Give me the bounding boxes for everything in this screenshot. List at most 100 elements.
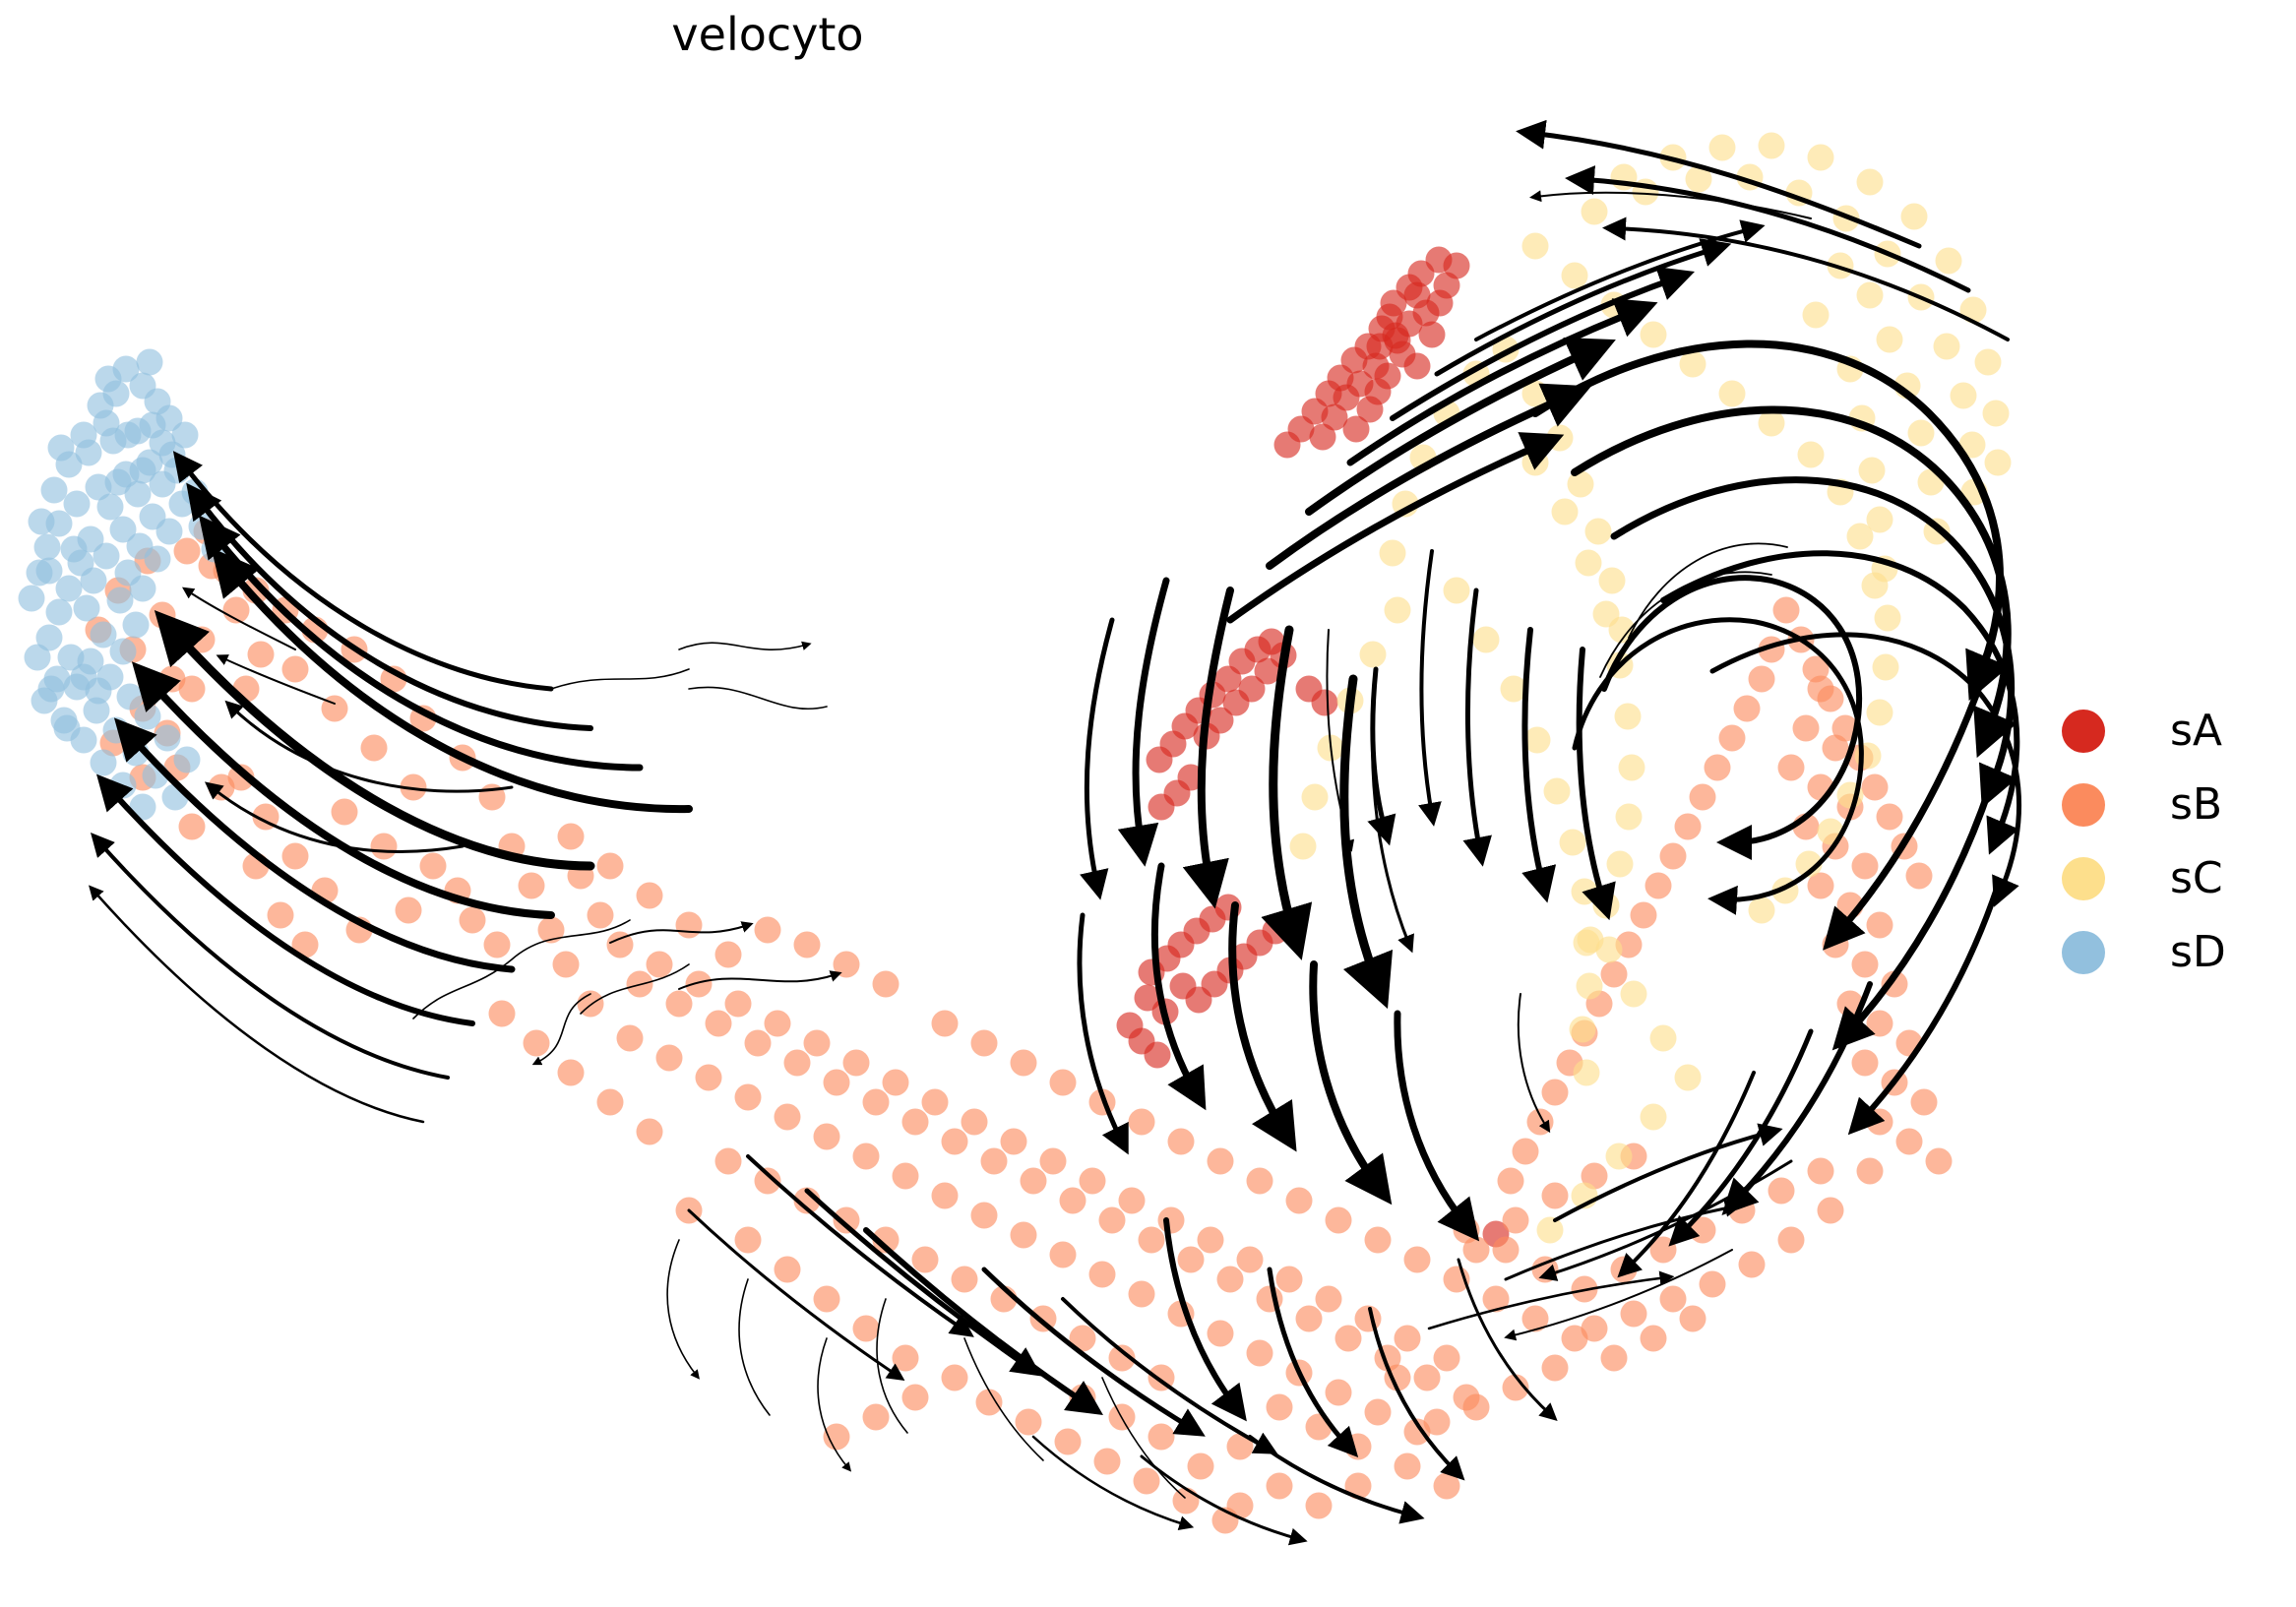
- scatter-point: [1958, 431, 1986, 459]
- scatter-point: [70, 421, 97, 449]
- scatter-point: [1605, 1143, 1633, 1170]
- scatter-point: [1831, 714, 1859, 742]
- scatter-point: [178, 675, 206, 703]
- scatter-point: [1364, 378, 1392, 405]
- scatter-point: [1950, 382, 1977, 409]
- scatter-point: [1851, 1049, 1879, 1077]
- scatter-point: [754, 1167, 781, 1195]
- scatter-point: [173, 746, 201, 773]
- scatter-point: [419, 852, 447, 880]
- scatter-point: [813, 1285, 840, 1313]
- scatter-point: [655, 1044, 683, 1072]
- scatter-point: [1851, 951, 1879, 978]
- scatter-point: [1614, 703, 1642, 730]
- scatter-point: [1561, 1325, 1588, 1352]
- legend-item-sd[interactable]: sD: [2062, 915, 2296, 989]
- scatter-point: [1674, 813, 1702, 840]
- scatter-point: [1266, 1393, 1293, 1421]
- legend-swatch-sc: [2062, 856, 2105, 900]
- scatter-point: [1856, 168, 1884, 196]
- scatter-point: [1207, 1147, 1234, 1175]
- scatter-point: [47, 434, 75, 462]
- scatter-point: [63, 490, 91, 518]
- scatter-point: [1039, 1147, 1067, 1175]
- scatter-point: [1905, 862, 1933, 890]
- scatter-point: [1309, 423, 1336, 451]
- scatter-point: [1685, 165, 1712, 193]
- scatter-point: [1910, 1088, 1938, 1116]
- scatter-point: [852, 1143, 880, 1170]
- scatter-point: [1098, 1206, 1126, 1234]
- scatter-point: [1146, 746, 1173, 773]
- scatter-point: [518, 872, 545, 899]
- scatter-point: [1266, 1472, 1293, 1500]
- scatter-point: [1238, 675, 1266, 703]
- scatter-point: [1649, 1024, 1677, 1052]
- scatter-point: [1403, 1418, 1431, 1446]
- streamlines-layer: [89, 119, 2021, 1546]
- scatter-point: [1403, 352, 1431, 380]
- scatter-point: [1866, 506, 1893, 533]
- scatter-point: [833, 1206, 860, 1234]
- scatter-point: [1748, 896, 1775, 924]
- scatter-point: [1157, 1206, 1185, 1234]
- legend-item-sa[interactable]: sA: [2062, 694, 2296, 768]
- scatter-point: [1541, 1079, 1569, 1106]
- scatter-point: [1413, 1364, 1441, 1391]
- scatter-point: [970, 1202, 998, 1229]
- scatter-series-sb: [85, 518, 1953, 1534]
- scatter-point: [45, 598, 73, 626]
- scatter-point: [754, 916, 781, 944]
- scatter-point: [1418, 321, 1446, 348]
- scatter-point: [1777, 754, 1805, 781]
- scatter-point: [134, 703, 161, 730]
- scatter-point: [931, 1182, 959, 1209]
- scatter-point: [1777, 1226, 1805, 1254]
- scatter-point: [90, 749, 117, 776]
- scatter-point: [1866, 1010, 1893, 1037]
- scatter-point: [18, 585, 45, 612]
- scatter-point: [267, 901, 294, 929]
- scatter-point: [685, 970, 713, 998]
- scatter-point: [1000, 1128, 1027, 1155]
- scatter-point: [774, 1256, 801, 1283]
- legend-item-sb[interactable]: sB: [2062, 768, 2296, 841]
- scatter-point: [951, 1266, 978, 1293]
- scatter-point: [901, 1108, 929, 1136]
- scatter-point: [155, 404, 183, 432]
- scatter-point: [1543, 777, 1571, 805]
- scatter-point: [1289, 833, 1317, 860]
- scatter-point: [33, 533, 61, 561]
- scatter-point: [40, 476, 68, 504]
- scatter-point: [1907, 419, 1935, 447]
- scatter-point: [1933, 333, 1960, 360]
- scatter-point: [1581, 1315, 1608, 1342]
- scatter-point: [665, 990, 693, 1018]
- scatter-point: [1576, 972, 1603, 1000]
- scatter-point: [1620, 1300, 1647, 1328]
- scatter-point: [1500, 675, 1527, 703]
- scatter-point: [1679, 1305, 1706, 1332]
- scatter-point: [1689, 783, 1716, 811]
- legend-item-sc[interactable]: sC: [2062, 841, 2296, 915]
- scatter-point: [1974, 348, 2002, 376]
- scatter-point: [90, 621, 117, 649]
- scatter-point: [1433, 1344, 1460, 1372]
- scatter-point: [616, 1024, 644, 1052]
- scatter-point: [1630, 901, 1657, 929]
- scatter-series-sd: [18, 348, 228, 821]
- scatter-point: [1817, 1197, 1844, 1224]
- scatter-point: [1325, 1206, 1352, 1234]
- scatter-point: [1521, 1305, 1549, 1332]
- scatter-point: [122, 611, 150, 639]
- scatter-point: [552, 951, 580, 978]
- scatter-point: [129, 457, 156, 484]
- scatter-plot-canvas: [18, 119, 2021, 1546]
- scatter-point: [96, 493, 124, 521]
- scatter-point: [1049, 1241, 1077, 1268]
- scatter-point: [1128, 1280, 1155, 1308]
- scatter-point: [1521, 232, 1549, 260]
- scatter-point: [1573, 1059, 1600, 1086]
- scatter-point: [1054, 1428, 1082, 1455]
- scatter-point: [1275, 1266, 1303, 1293]
